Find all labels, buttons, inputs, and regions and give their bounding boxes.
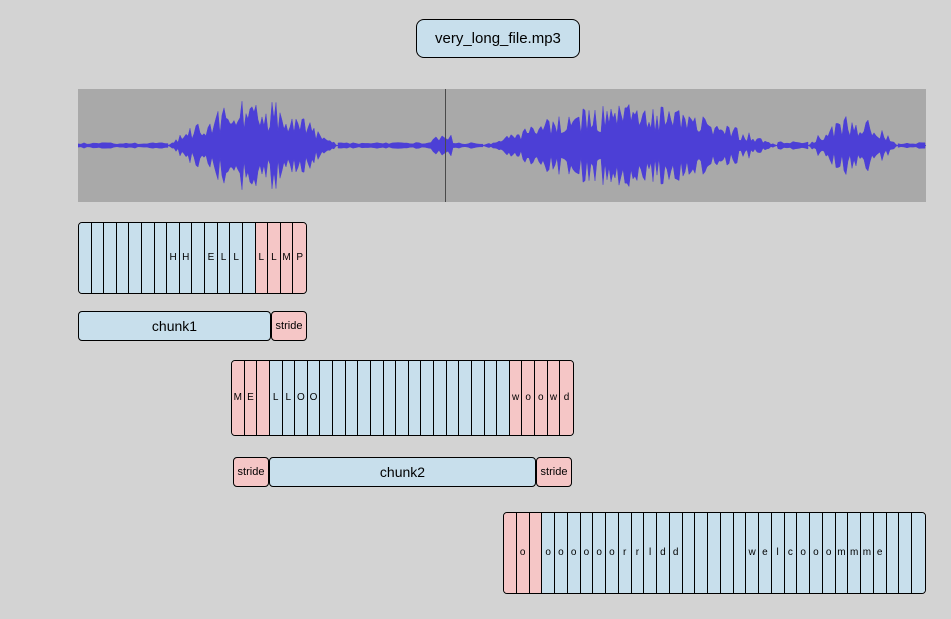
token-cell xyxy=(346,361,359,435)
token-cell xyxy=(459,361,472,435)
token-cell xyxy=(912,513,925,593)
token-cell xyxy=(243,223,256,293)
token-cell: l xyxy=(644,513,657,593)
token-cell xyxy=(409,361,422,435)
token-cell: o xyxy=(606,513,619,593)
token-cell xyxy=(485,361,498,435)
token-cell: H xyxy=(167,223,180,293)
token-cell: o xyxy=(823,513,836,593)
token-cell xyxy=(155,223,168,293)
token-cell xyxy=(472,361,485,435)
token-cell: L xyxy=(256,223,269,293)
token-cell xyxy=(142,223,155,293)
token-cell xyxy=(434,361,447,435)
token-cell: o xyxy=(568,513,581,593)
token-cell xyxy=(104,223,117,293)
token-cell: P xyxy=(293,223,306,293)
token-cell: d xyxy=(560,361,573,435)
token-cell: w xyxy=(746,513,759,593)
chunk2-main: chunk2 xyxy=(269,457,536,487)
file-badge-text: very_long_file.mp3 xyxy=(435,30,561,47)
token-cell: o xyxy=(517,513,530,593)
token-cell: c xyxy=(785,513,798,593)
waveform-midline xyxy=(445,89,446,202)
token-cell: M xyxy=(281,223,294,293)
waveform-svg xyxy=(78,89,926,202)
token-cell: o xyxy=(535,361,548,435)
token-cell xyxy=(192,223,205,293)
token-cell: o xyxy=(522,361,535,435)
token-cell: o xyxy=(593,513,606,593)
token-cell: o xyxy=(797,513,810,593)
token-cell: w xyxy=(548,361,561,435)
token-cell: r xyxy=(619,513,632,593)
token-cell: L xyxy=(230,223,243,293)
chunk1-stride-right: stride xyxy=(271,311,307,341)
token-cell: M xyxy=(232,361,245,435)
token-strip-3: ooooooorrlddwelcooommme xyxy=(503,512,926,594)
token-cell: H xyxy=(180,223,193,293)
token-cell: O xyxy=(308,361,321,435)
token-cell: w xyxy=(510,361,523,435)
token-cell xyxy=(504,513,517,593)
file-badge: very_long_file.mp3 xyxy=(416,19,580,58)
token-cell: o xyxy=(555,513,568,593)
chunk2-label-group: stridechunk2stride xyxy=(233,457,572,487)
token-cell: e xyxy=(759,513,772,593)
token-cell: l xyxy=(772,513,785,593)
token-cell xyxy=(497,361,510,435)
token-cell xyxy=(887,513,900,593)
token-cell xyxy=(734,513,747,593)
token-cell xyxy=(384,361,397,435)
token-cell: L xyxy=(283,361,296,435)
token-cell xyxy=(320,361,333,435)
token-cell: r xyxy=(632,513,645,593)
token-cell: d xyxy=(657,513,670,593)
token-cell: m xyxy=(861,513,874,593)
token-cell: O xyxy=(295,361,308,435)
token-cell: L xyxy=(268,223,281,293)
token-cell xyxy=(358,361,371,435)
token-cell xyxy=(683,513,696,593)
chunk2-stride-right: stride xyxy=(536,457,572,487)
token-cell: L xyxy=(270,361,283,435)
token-cell xyxy=(530,513,543,593)
token-cell xyxy=(421,361,434,435)
token-cell: o xyxy=(810,513,823,593)
token-cell xyxy=(721,513,734,593)
token-cell: m xyxy=(848,513,861,593)
token-cell xyxy=(129,223,142,293)
token-cell xyxy=(79,223,92,293)
token-cell xyxy=(708,513,721,593)
token-cell xyxy=(257,361,270,435)
token-strip-2: MELLOOwoowd xyxy=(231,360,574,436)
token-strip-1: HHELLLLMP xyxy=(78,222,307,294)
token-cell: E xyxy=(245,361,258,435)
token-cell xyxy=(117,223,130,293)
token-cell: m xyxy=(836,513,849,593)
token-cell: E xyxy=(205,223,218,293)
token-cell xyxy=(333,361,346,435)
token-cell xyxy=(92,223,105,293)
token-cell: d xyxy=(670,513,683,593)
token-cell xyxy=(371,361,384,435)
token-cell: o xyxy=(581,513,594,593)
token-cell: L xyxy=(218,223,231,293)
token-cell xyxy=(447,361,460,435)
token-cell: e xyxy=(874,513,887,593)
chunk2-stride-left: stride xyxy=(233,457,269,487)
chunk1-label-group: chunk1stride xyxy=(78,311,307,341)
token-cell: o xyxy=(542,513,555,593)
token-cell xyxy=(396,361,409,435)
waveform xyxy=(78,89,926,202)
token-cell xyxy=(899,513,912,593)
token-cell xyxy=(695,513,708,593)
chunk1-main: chunk1 xyxy=(78,311,271,341)
